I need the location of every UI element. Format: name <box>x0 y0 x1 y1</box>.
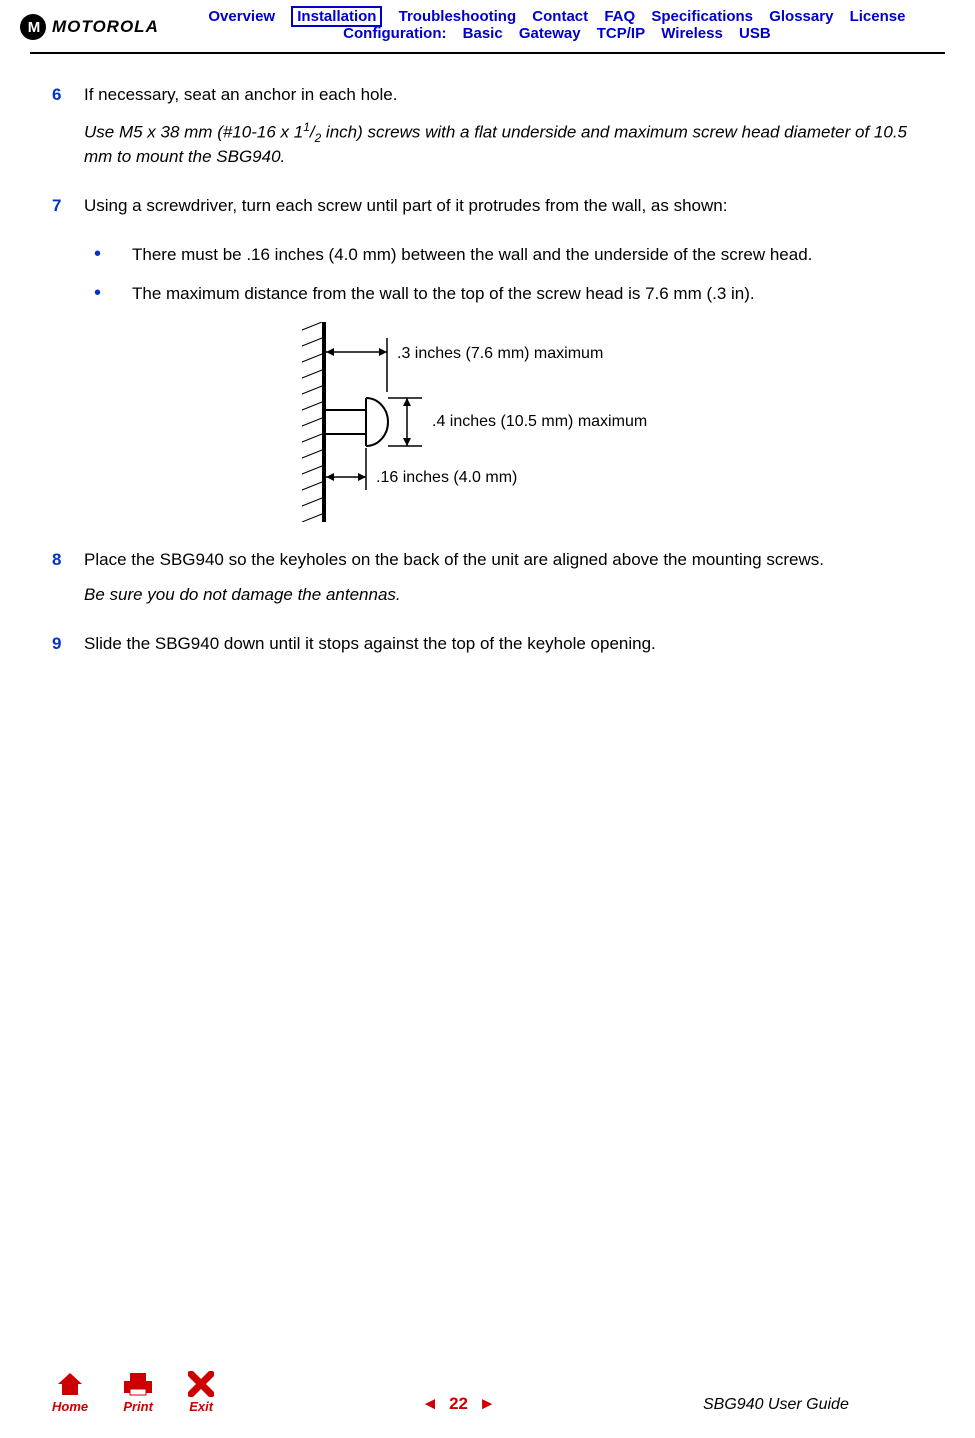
nav-installation[interactable]: Installation <box>291 6 382 27</box>
nav-gateway[interactable]: Gateway <box>519 25 581 42</box>
print-button[interactable]: Print <box>122 1371 154 1414</box>
pager: ◄ 22 ► <box>214 1394 703 1414</box>
nav-license[interactable]: License <box>850 8 906 25</box>
page-header: M MOTOROLA Overview Installation Trouble… <box>0 0 975 42</box>
step-7-text: Using a screwdriver, turn each screw unt… <box>84 195 923 218</box>
note-prefix: Use M5 x 38 mm (#10-16 x 1 <box>84 123 303 142</box>
diagram-label-mid: .4 inches (10.5 mm) maximum <box>432 413 647 430</box>
step-number: 9 <box>52 633 84 668</box>
step-7-bullets: • There must be .16 inches (4.0 mm) betw… <box>52 244 923 306</box>
nav-tcpip[interactable]: TCP/IP <box>597 25 645 42</box>
home-button[interactable]: Home <box>52 1371 88 1414</box>
nav-faq[interactable]: FAQ <box>604 8 635 25</box>
page-content: 6 If necessary, seat an anchor in each h… <box>0 54 975 668</box>
prev-page-button[interactable]: ◄ <box>422 1394 439 1413</box>
nav-primary: Overview Installation Troubleshooting Co… <box>159 8 955 25</box>
page-number: 22 <box>449 1394 468 1413</box>
nav-troubleshooting[interactable]: Troubleshooting <box>399 8 517 25</box>
screw-diagram-svg: .3 inches (7.6 mm) maximum .4 inches (10… <box>272 322 772 522</box>
step-number: 6 <box>52 84 84 181</box>
step-number: 8 <box>52 549 84 619</box>
note-sup: 1 <box>303 120 310 134</box>
step-8: 8 Place the SBG940 so the keyholes on th… <box>52 549 923 619</box>
step-8-text: Place the SBG940 so the keyholes on the … <box>84 549 923 572</box>
step-9-text: Slide the SBG940 down until it stops aga… <box>84 633 923 656</box>
page-footer: Home Print Exit ◄ 22 ► <box>0 1371 975 1414</box>
step-6-note: Use M5 x 38 mm (#10-16 x 11/2 inch) scre… <box>84 119 923 169</box>
nav-basic[interactable]: Basic <box>463 25 503 42</box>
print-icon <box>122 1371 154 1397</box>
bullet-dot-icon: • <box>84 244 132 267</box>
nav-wireless[interactable]: Wireless <box>661 25 723 42</box>
bullet-2-text: The maximum distance from the wall to th… <box>132 283 923 306</box>
next-page-button[interactable]: ► <box>479 1394 496 1413</box>
footer-icons: Home Print Exit <box>52 1371 214 1414</box>
bullet-dot-icon: • <box>84 283 132 306</box>
exit-button[interactable]: Exit <box>188 1371 214 1414</box>
bullet-item: • There must be .16 inches (4.0 mm) betw… <box>84 244 923 267</box>
step-number: 7 <box>52 195 84 230</box>
nav-contact[interactable]: Contact <box>532 8 588 25</box>
exit-icon <box>188 1371 214 1397</box>
nav-overview[interactable]: Overview <box>208 8 275 25</box>
exit-label: Exit <box>189 1399 213 1414</box>
logo-text: MOTOROLA <box>52 17 159 37</box>
nav-glossary[interactable]: Glossary <box>769 8 833 25</box>
top-nav: Overview Installation Troubleshooting Co… <box>159 8 955 42</box>
step-7: 7 Using a screwdriver, turn each screw u… <box>52 195 923 230</box>
home-label: Home <box>52 1399 88 1414</box>
bullet-1-text: There must be .16 inches (4.0 mm) betwee… <box>132 244 923 267</box>
guide-title: SBG940 User Guide <box>703 1396 923 1414</box>
nav-config-label: Configuration: <box>343 25 446 42</box>
step-6-text: If necessary, seat an anchor in each hol… <box>84 84 923 107</box>
nav-config: Configuration: Basic Gateway TCP/IP Wire… <box>159 25 955 42</box>
screw-diagram: .3 inches (7.6 mm) maximum .4 inches (10… <box>52 322 923 529</box>
home-icon <box>56 1371 84 1397</box>
motorola-logo-icon: M <box>20 14 46 40</box>
diagram-label-bottom: .16 inches (4.0 mm) <box>376 469 517 486</box>
step-6: 6 If necessary, seat an anchor in each h… <box>52 84 923 181</box>
step-9: 9 Slide the SBG940 down until it stops a… <box>52 633 923 668</box>
diagram-label-top: .3 inches (7.6 mm) maximum <box>397 345 603 362</box>
step-8-note: Be sure you do not damage the antennas. <box>84 584 923 607</box>
nav-specifications[interactable]: Specifications <box>651 8 753 25</box>
nav-usb[interactable]: USB <box>739 25 771 42</box>
print-label: Print <box>123 1399 153 1414</box>
logo-glyph: M <box>28 19 39 36</box>
bullet-item: • The maximum distance from the wall to … <box>84 283 923 306</box>
logo: M MOTOROLA <box>20 8 159 40</box>
